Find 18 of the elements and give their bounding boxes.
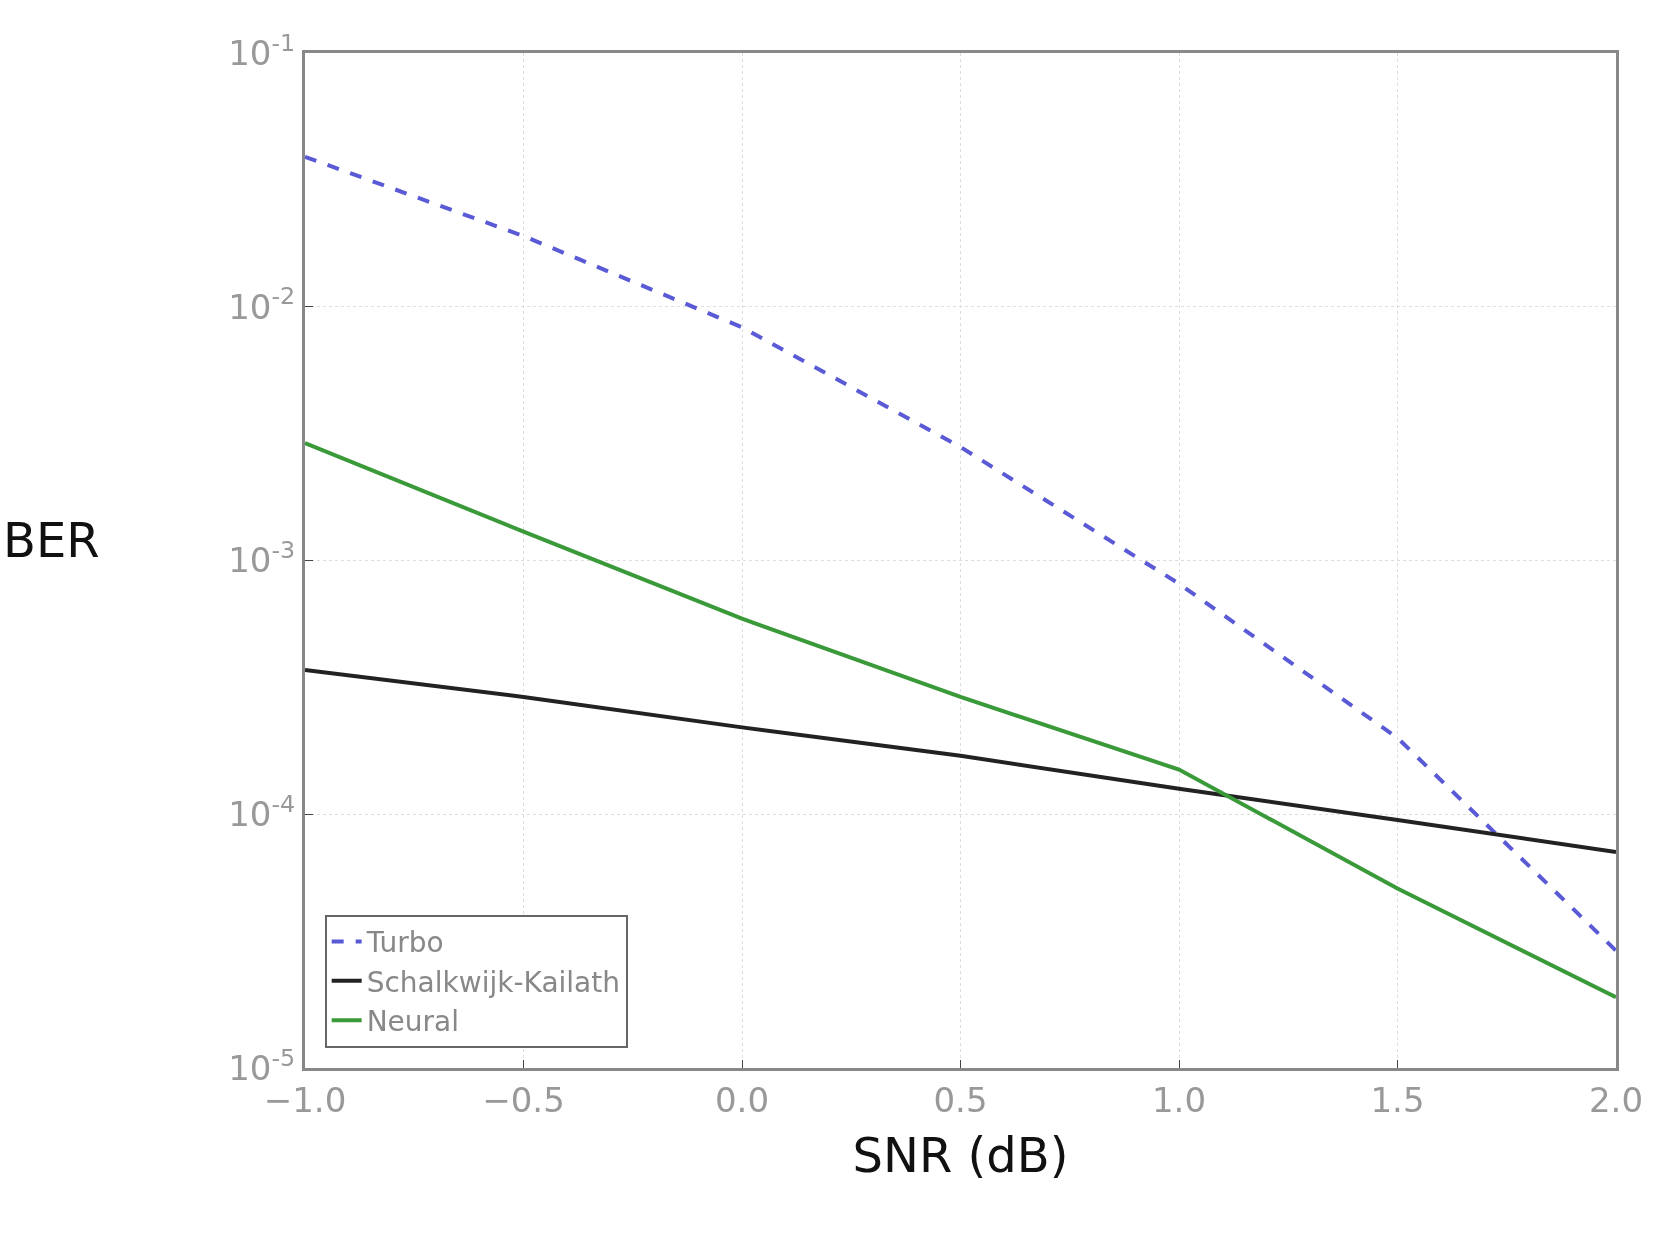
x-tick-label: −0.5 — [482, 1079, 565, 1120]
legend-label: Neural — [366, 1005, 460, 1039]
y-tick-label: 10$^{-1}$ — [228, 28, 296, 73]
line-series — [305, 154, 1616, 953]
x-axis-title: SNR (dB) — [852, 1126, 1069, 1183]
x-tick-label: 2.0 — [1588, 1079, 1644, 1120]
x-tick-label: 0.5 — [933, 1079, 988, 1120]
legend-label: Schalkwijk-Kailath — [366, 965, 620, 999]
line-series — [305, 668, 1616, 854]
x-tick-label: 1.0 — [1151, 1079, 1207, 1120]
y-tick-label: 10$^{-2}$ — [228, 282, 296, 327]
y-tick-label: 10$^{-3}$ — [228, 536, 296, 581]
x-tick-label: 1.5 — [1370, 1079, 1425, 1120]
y-axis-title: BER — [3, 512, 100, 568]
legend-label: Turbo — [365, 926, 444, 960]
y-tick-label: 10$^{-4}$ — [228, 789, 296, 835]
x-tick-label: 0.0 — [714, 1079, 770, 1120]
line-series — [305, 441, 1616, 1000]
